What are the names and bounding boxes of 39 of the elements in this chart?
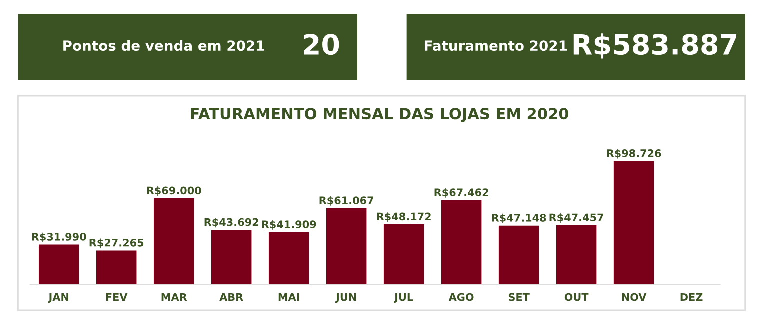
- data-label: R$27.265: [90, 238, 144, 248]
- data-label: R$98.726: [607, 149, 662, 159]
- data-label: R$41.909: [262, 220, 316, 230]
- data-label: R$48.172: [377, 212, 431, 222]
- text: Pontos de venda em 2021: [64, 40, 264, 52]
- bar: [384, 224, 424, 285]
- text: Faturamento 2021: [425, 40, 568, 52]
- data-label: R$47.457: [550, 213, 604, 223]
- data-label: R$31.990: [32, 232, 86, 242]
- data-label: R$43.692: [204, 218, 258, 228]
- x-tick-label: JUN: [335, 293, 356, 304]
- x-tick-label: JAN: [48, 293, 68, 304]
- bar: [614, 161, 654, 285]
- bar: [38, 244, 80, 285]
- x-tick-label: AGO: [448, 293, 474, 302]
- x-tick-label: JUL: [394, 293, 414, 304]
- data-label: R$61.067: [320, 196, 374, 206]
- text: R$583.887: [574, 34, 736, 59]
- x-tick-label: FEV: [106, 293, 128, 302]
- x-tick-label: DEZ: [680, 293, 703, 302]
- data-label: R$69.000: [147, 186, 202, 196]
- text: 20: [304, 34, 340, 56]
- bar: [154, 198, 194, 285]
- chart-title: FATURAMENTO MENSAL DAS LOJAS EM 2020: [191, 108, 569, 122]
- x-tick-label: SET: [508, 293, 530, 302]
- x-tick-label: OUT: [564, 293, 589, 302]
- bar: [498, 226, 540, 285]
- bar: [326, 208, 367, 285]
- x-tick-label: ABR: [220, 293, 244, 302]
- data-label: R$47.148: [492, 214, 546, 224]
- x-tick-label: MAI: [278, 293, 300, 302]
- data-label: R$67.462: [434, 188, 488, 198]
- bar: [441, 200, 482, 285]
- x-tick-label: MAR: [162, 293, 188, 302]
- bar: [268, 232, 310, 285]
- bar: [211, 230, 252, 285]
- x-tick-label: NOV: [622, 293, 647, 302]
- bar: [556, 225, 597, 285]
- bar: [96, 250, 137, 285]
